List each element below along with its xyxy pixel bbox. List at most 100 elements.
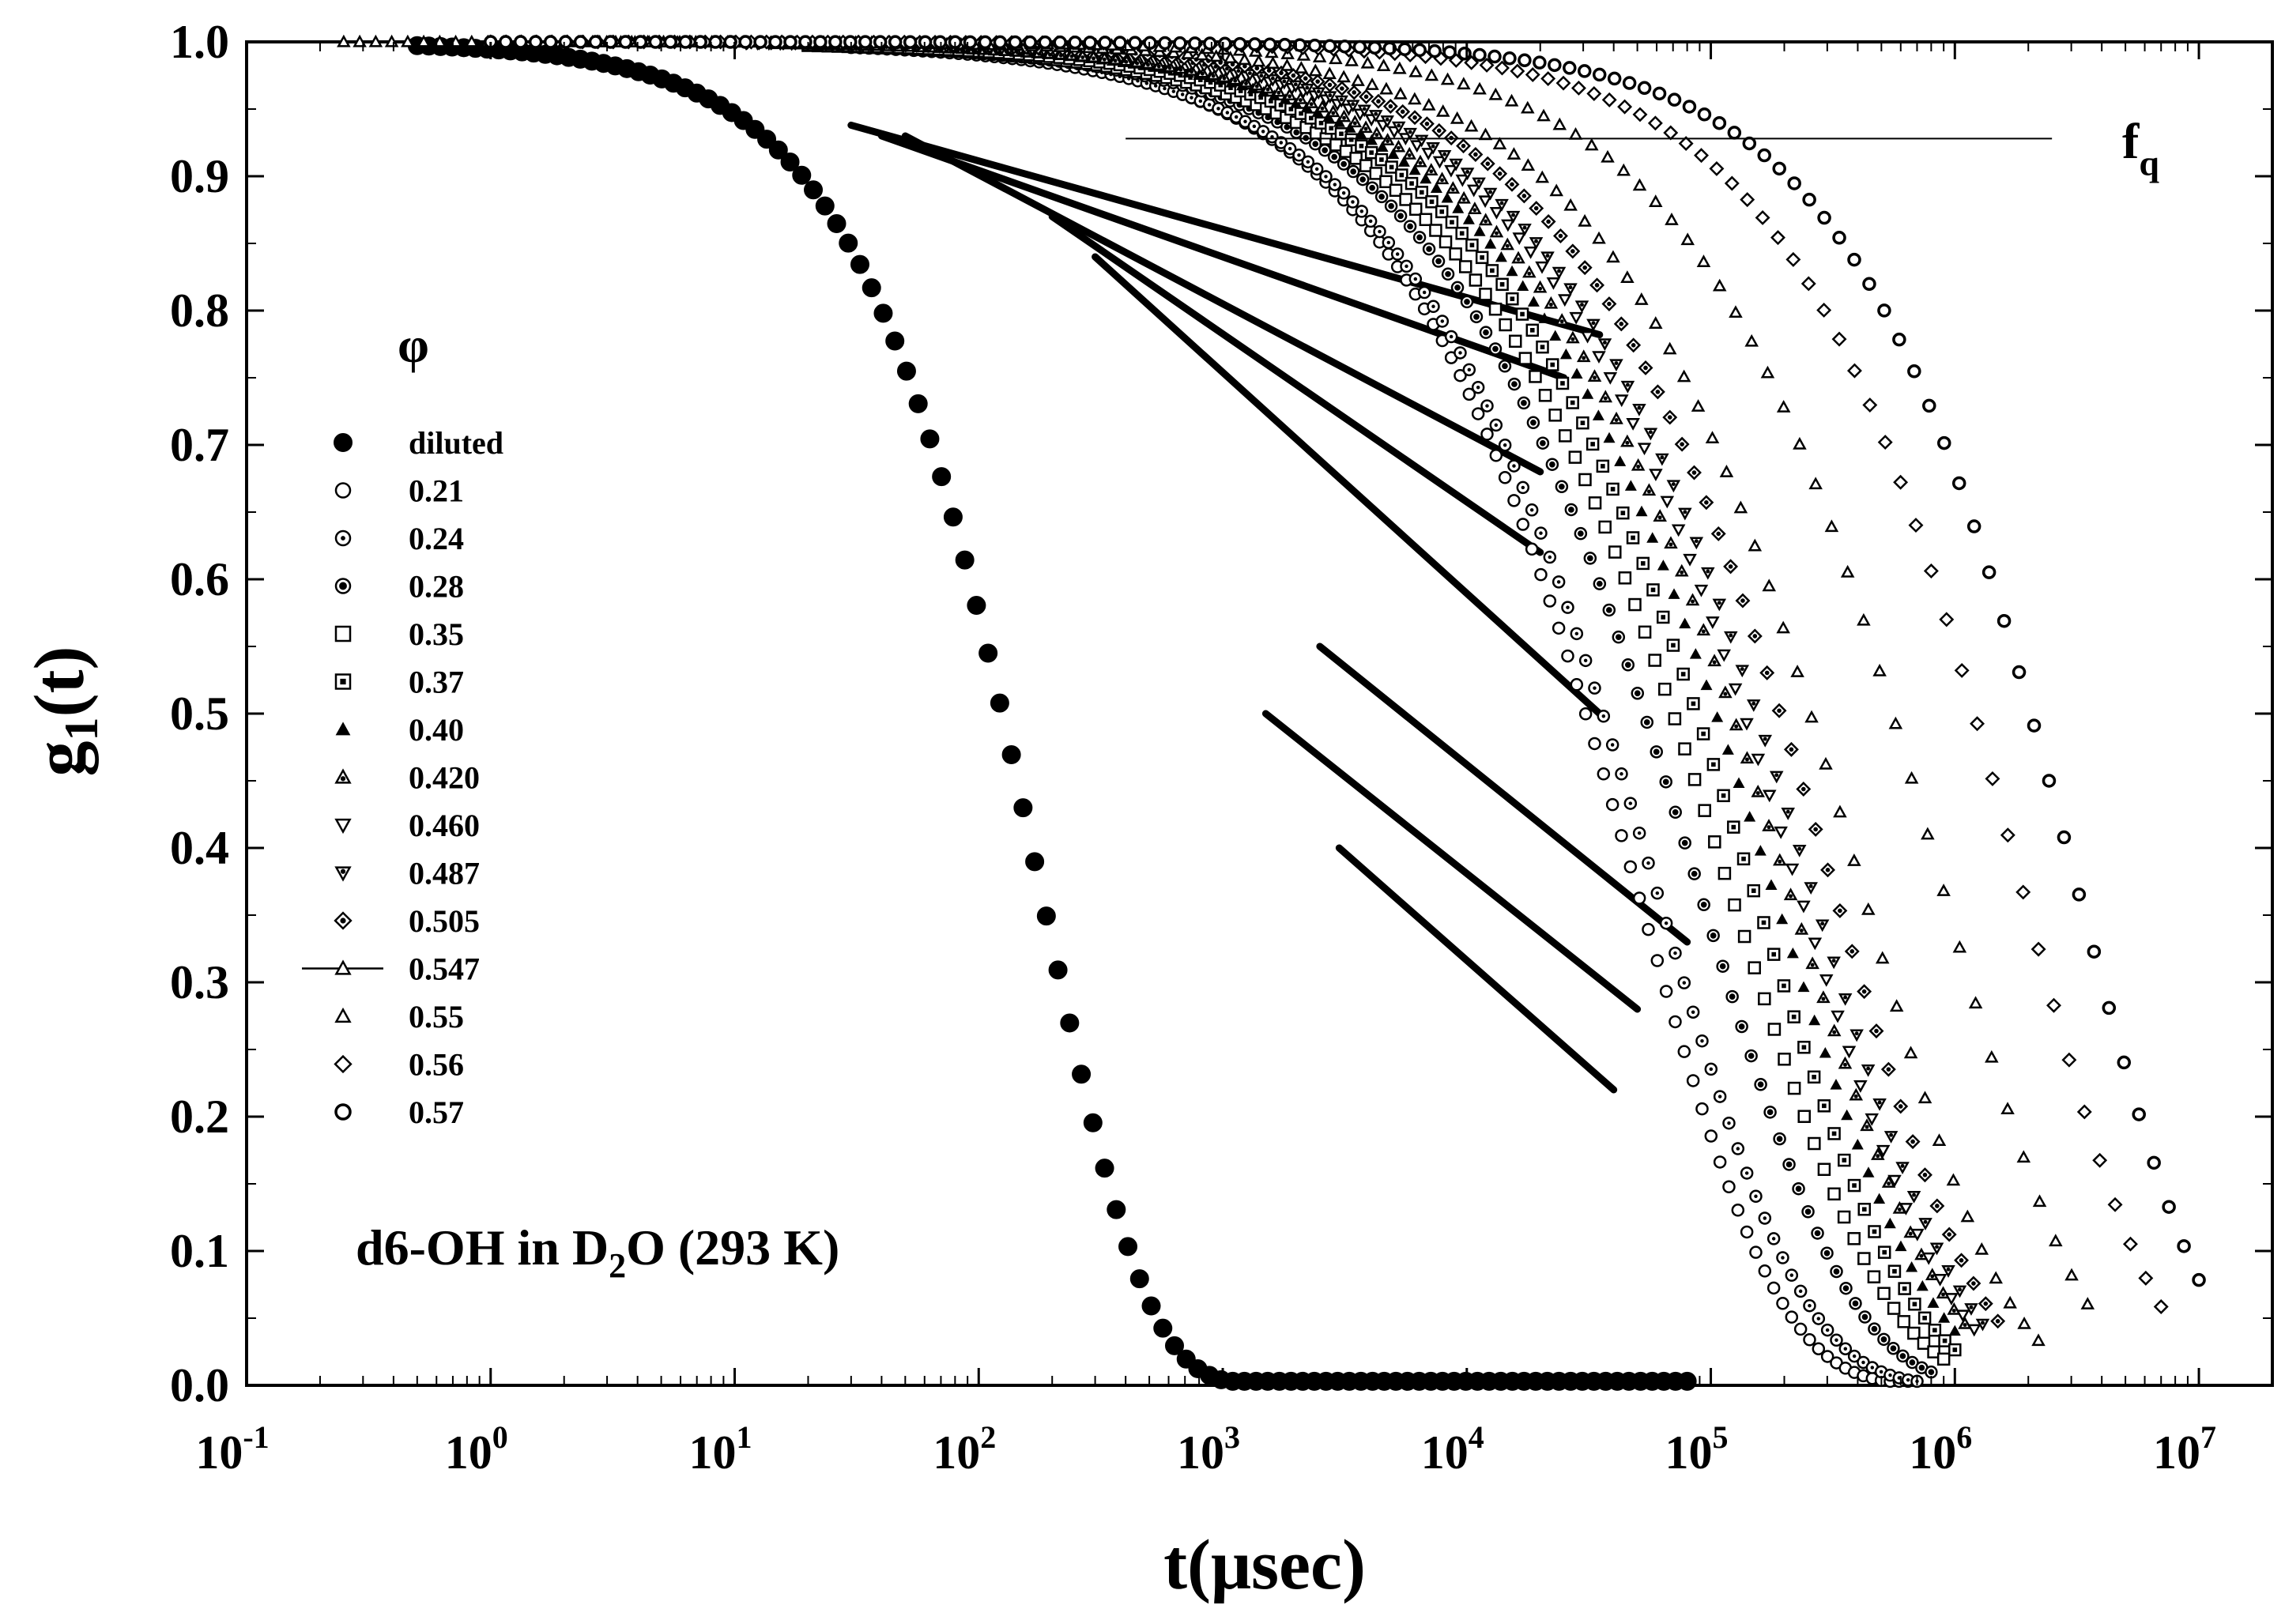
point-0.40-90 — [1744, 811, 1756, 822]
point-0.487-72 — [1552, 266, 1567, 280]
point-0.24-52 — [1310, 162, 1324, 176]
point-0.28-50 — [1318, 143, 1332, 157]
point-0.505-51 — [1346, 85, 1362, 100]
point-0.28-104 — [1830, 1264, 1843, 1279]
point-0.505-93 — [1857, 984, 1872, 1000]
point-0.24-81 — [1570, 627, 1584, 641]
point-0.57-32 — [963, 35, 978, 50]
point-0.57-102 — [2012, 665, 2027, 680]
point-0.57-20 — [783, 35, 797, 49]
point-0.21-74 — [1507, 494, 1521, 507]
point-0.56-104 — [2076, 1104, 2092, 1120]
point-0.420-54 — [1359, 120, 1373, 134]
point-0.57-107 — [2087, 944, 2102, 959]
point-0.460-76 — [1592, 351, 1606, 364]
point-0.28-106 — [1849, 1297, 1862, 1310]
point-0.35-114 — [1936, 1352, 1951, 1366]
x-tick-label-3: 102 — [933, 1419, 996, 1479]
point-0.487-44 — [1231, 66, 1246, 80]
legend-item-0.547: 0.547 — [302, 951, 480, 987]
point-0.40-88 — [1721, 744, 1734, 755]
point-0.547-50 — [1265, 56, 1280, 69]
legend-marker-0.35 — [334, 625, 352, 642]
point-0.40-58 — [1397, 156, 1410, 167]
point-0.487-48 — [1277, 77, 1291, 90]
point-0.57-10 — [633, 35, 648, 49]
point-0.420-109 — [1958, 1316, 1972, 1329]
point-0.55-79 — [1601, 149, 1615, 163]
point-0.55-67 — [1408, 64, 1423, 77]
point-0.40-67 — [1495, 251, 1507, 262]
point-0.35-93 — [1728, 898, 1741, 912]
point-0.547-55 — [1337, 70, 1351, 83]
point-0.487-89 — [1746, 699, 1761, 712]
x-tick-exp: -1 — [243, 1419, 269, 1455]
point-0.505-71 — [1589, 277, 1605, 293]
point-0.505-92 — [1844, 944, 1860, 959]
point-0.21-93 — [1677, 1045, 1691, 1058]
point-0.56-107 — [2122, 1236, 2138, 1252]
point-0.40-61 — [1430, 182, 1442, 193]
point-0.505-56 — [1407, 110, 1423, 126]
legend-label-0.420: 0.420 — [409, 760, 480, 796]
point-0.420-64 — [1468, 202, 1482, 214]
point-0.24-49 — [1283, 141, 1297, 156]
point-0.420-79 — [1631, 458, 1646, 471]
x-tick-base: 10 — [933, 1426, 980, 1479]
fq-label-sub: q — [2139, 143, 2159, 183]
point-0.37-90 — [1706, 758, 1721, 771]
fq-label: fq — [2122, 113, 2159, 183]
point-0.547-49 — [1251, 54, 1266, 67]
x-tick-base: 10 — [1665, 1426, 1713, 1479]
y-axis-title-main: g — [21, 740, 99, 776]
point-0.56-84 — [1770, 230, 1785, 246]
point-0.57-13 — [678, 35, 692, 49]
point-diluted-31 — [768, 140, 788, 160]
point-0.35-106 — [1857, 1252, 1871, 1265]
point-0.24-70 — [1471, 380, 1485, 394]
point-0.57-33 — [978, 35, 993, 50]
point-0.21-80 — [1561, 649, 1574, 663]
point-0.56-67 — [1510, 63, 1525, 79]
point-0.460-84 — [1683, 553, 1697, 567]
point-0.24-89 — [1642, 856, 1655, 870]
point-0.37-76 — [1566, 396, 1579, 409]
fit-line-6 — [1261, 710, 1642, 1013]
point-0.57-5 — [558, 35, 573, 49]
legend-marker-0.37 — [334, 673, 352, 690]
point-0.55-80 — [1616, 163, 1631, 176]
point-0.56-69 — [1540, 71, 1556, 87]
point-0.40-56 — [1376, 141, 1389, 152]
point-0.505-82 — [1723, 559, 1739, 575]
point-0.24-60 — [1382, 235, 1396, 250]
point-0.487-90 — [1758, 734, 1773, 748]
point-0.37-101 — [1817, 1099, 1831, 1113]
point-0.21-88 — [1632, 891, 1646, 905]
legend-label-diluted: diluted — [409, 425, 503, 461]
point-0.505-64 — [1504, 176, 1520, 192]
point-0.487-78 — [1620, 380, 1635, 394]
point-0.460-81 — [1649, 469, 1663, 481]
x-tick-base: 10 — [2153, 1426, 2200, 1479]
point-0.505-66 — [1529, 201, 1544, 217]
point-0.420-63 — [1457, 190, 1471, 204]
point-0.21-87 — [1623, 860, 1638, 874]
point-0.57-24 — [843, 35, 858, 49]
point-diluted-51 — [1001, 744, 1021, 764]
point-0.37-70 — [1506, 292, 1519, 306]
point-0.24-110 — [1830, 1333, 1843, 1347]
y-axis-title: g1(t) — [21, 646, 107, 777]
point-0.37-95 — [1757, 916, 1770, 929]
annotation-sub: 2 — [609, 1246, 626, 1285]
point-0.547-44 — [1181, 46, 1195, 59]
point-0.57-95 — [1907, 364, 1921, 379]
point-0.56-95 — [1939, 612, 1955, 627]
point-0.547-67 — [1506, 147, 1521, 160]
point-0.547-54 — [1322, 66, 1337, 80]
point-0.40-73 — [1559, 348, 1572, 360]
point-0.55-89 — [1760, 365, 1775, 379]
point-diluted-30 — [757, 130, 777, 149]
point-0.55-104 — [2000, 1102, 2015, 1115]
point-0.28-59 — [1403, 220, 1417, 233]
point-0.35-111 — [1907, 1326, 1921, 1340]
